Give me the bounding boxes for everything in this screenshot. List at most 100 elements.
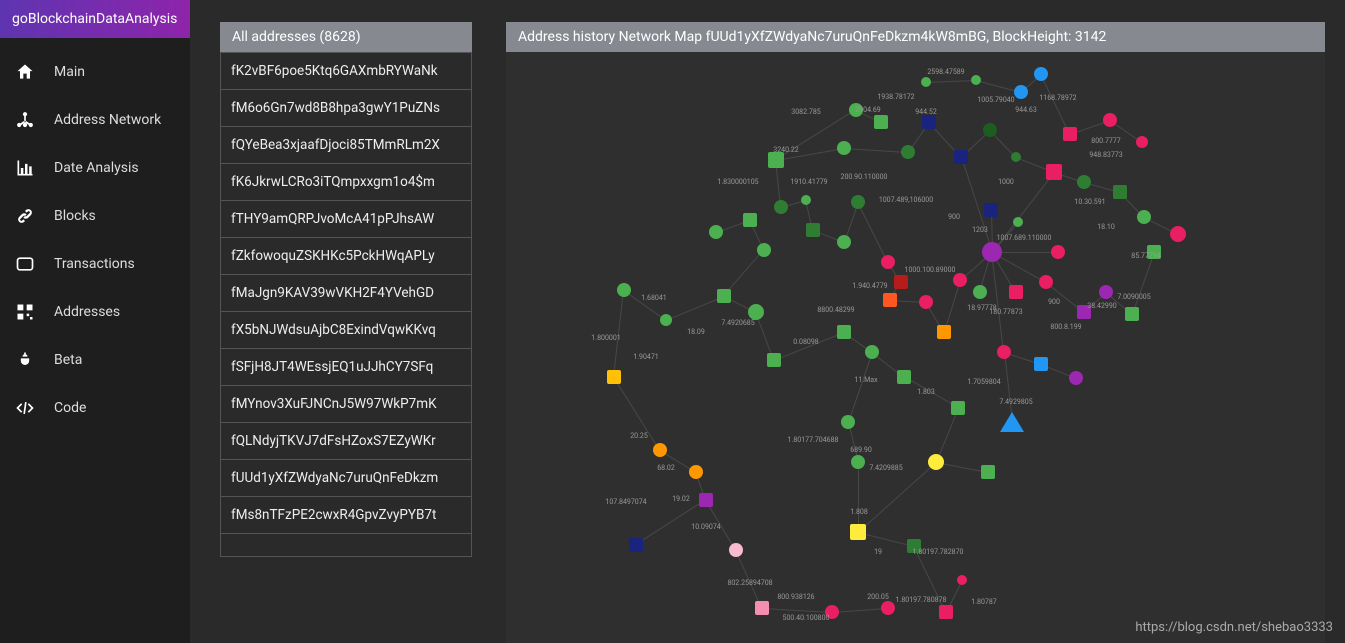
node[interactable] [689, 465, 703, 479]
edge-label: 1203 [972, 226, 988, 234]
nav-item-addresses[interactable]: Addresses [0, 288, 190, 336]
node[interactable] [1014, 85, 1028, 99]
node[interactable] [768, 152, 784, 168]
address-row[interactable]: fZkfowoquZSKHKc5PckHWqAPLy [221, 238, 471, 275]
nav-item-transactions[interactable]: Transactions [0, 240, 190, 288]
node[interactable] [774, 200, 788, 214]
address-row[interactable]: fM6o6Gn7wd8B8hpa3gwY1PuZNs [221, 90, 471, 127]
node[interactable] [981, 465, 995, 479]
node[interactable] [939, 605, 953, 619]
node[interactable] [897, 370, 911, 384]
node[interactable] [983, 123, 997, 137]
node[interactable] [1125, 307, 1139, 321]
node[interactable] [1099, 285, 1113, 299]
node[interactable] [851, 455, 865, 469]
edge-label: 3240.22 [773, 146, 798, 154]
node[interactable] [1039, 275, 1053, 289]
node[interactable] [957, 575, 967, 585]
node[interactable] [1000, 412, 1024, 432]
node[interactable] [1136, 136, 1148, 148]
node[interactable] [629, 538, 643, 552]
address-row[interactable]: fQYeBea3xjaafDjoci85TMmRLm2X [221, 127, 471, 164]
node[interactable] [901, 145, 915, 159]
node[interactable] [709, 225, 723, 239]
nav-item-blocks[interactable]: Blocks [0, 192, 190, 240]
address-list[interactable]: fK2vBF6poe5Ktq6GAXmbRYWaNkfM6o6Gn7wd8B8h… [221, 53, 471, 556]
node[interactable] [1069, 371, 1083, 385]
address-row[interactable]: fK6JkrwLCRo3iTQmpxxgm1o4$m [221, 164, 471, 201]
edge [1040, 74, 1070, 134]
node[interactable] [801, 195, 811, 205]
node[interactable] [971, 75, 981, 85]
node[interactable] [1103, 113, 1117, 127]
node[interactable] [997, 345, 1011, 359]
network-canvas[interactable]: 1938.781722598.475891005.790401168.78972… [506, 52, 1325, 643]
node[interactable] [865, 345, 879, 359]
node[interactable] [874, 115, 888, 129]
node[interactable] [982, 242, 1002, 262]
address-row[interactable]: fQLNdyjTKVJ7dFsHZoxS7EZyWKr [221, 423, 471, 460]
edge [857, 202, 888, 262]
node[interactable] [894, 275, 908, 289]
node[interactable] [841, 415, 855, 429]
node[interactable] [743, 213, 757, 227]
node[interactable] [767, 353, 781, 367]
node[interactable] [717, 289, 731, 303]
node[interactable] [1063, 127, 1077, 141]
nav-item-code[interactable]: Code [0, 384, 190, 432]
node[interactable] [755, 601, 769, 615]
node[interactable] [1009, 285, 1023, 299]
nav-label: Date Analysis [54, 160, 139, 176]
address-row[interactable]: fMYnov3XuFJNCnJ5W97WkP7mK [221, 386, 471, 423]
address-row[interactable]: fX5bNJWdsuAjbC8ExindVqwKKvq [221, 312, 471, 349]
address-row[interactable]: fUUd1yXfZWdyaNc7uruQnFeDkzm [221, 460, 471, 497]
address-row[interactable]: fMs8nTFzPE2cwxR4GpvZvyPYB7t [221, 497, 471, 534]
node[interactable] [806, 223, 820, 237]
node[interactable] [921, 77, 931, 87]
nav-item-address-network[interactable]: Address Network [0, 96, 190, 144]
node[interactable] [937, 325, 951, 339]
node[interactable] [851, 195, 865, 209]
node[interactable] [748, 304, 764, 320]
node[interactable] [922, 115, 936, 129]
node[interactable] [757, 243, 771, 257]
node[interactable] [984, 203, 998, 217]
node[interactable] [660, 314, 672, 326]
node[interactable] [881, 601, 895, 615]
node[interactable] [973, 285, 987, 299]
node[interactable] [1170, 226, 1186, 242]
node[interactable] [1051, 245, 1065, 259]
node[interactable] [951, 401, 965, 415]
node[interactable] [617, 283, 631, 297]
node[interactable] [1046, 164, 1062, 180]
nav-item-main[interactable]: Main [0, 48, 190, 96]
node[interactable] [699, 493, 713, 507]
node[interactable] [1137, 210, 1151, 224]
node[interactable] [1034, 357, 1048, 371]
node[interactable] [954, 150, 968, 164]
address-row[interactable]: fSFjH8JT4WEssjEQ1uJJhCY7SFq [221, 349, 471, 386]
edge-label: 944.52 [915, 108, 937, 116]
node[interactable] [1113, 185, 1127, 199]
node[interactable] [653, 443, 667, 457]
node[interactable] [883, 293, 897, 307]
node[interactable] [919, 295, 933, 309]
nav-item-beta[interactable]: Beta [0, 336, 190, 384]
node[interactable] [1034, 67, 1048, 81]
node[interactable] [607, 370, 621, 384]
node[interactable] [953, 273, 967, 287]
node[interactable] [837, 325, 851, 339]
node[interactable] [1013, 217, 1023, 227]
node[interactable] [881, 255, 895, 269]
address-row[interactable]: fK2vBF6poe5Ktq6GAXmbRYWaNk [221, 53, 471, 90]
node[interactable] [729, 543, 743, 557]
node[interactable] [850, 524, 866, 540]
node[interactable] [1077, 175, 1091, 189]
node[interactable] [928, 454, 944, 470]
node[interactable] [837, 235, 851, 249]
address-row[interactable]: fMaJgn9KAV39wVKH2F4YVehGD [221, 275, 471, 312]
node[interactable] [837, 141, 851, 155]
node[interactable] [1011, 152, 1021, 162]
nav-item-date-analysis[interactable]: Date Analysis [0, 144, 190, 192]
address-row[interactable]: fTHY9amQRPJvoMcA41pPJhsAW [221, 201, 471, 238]
